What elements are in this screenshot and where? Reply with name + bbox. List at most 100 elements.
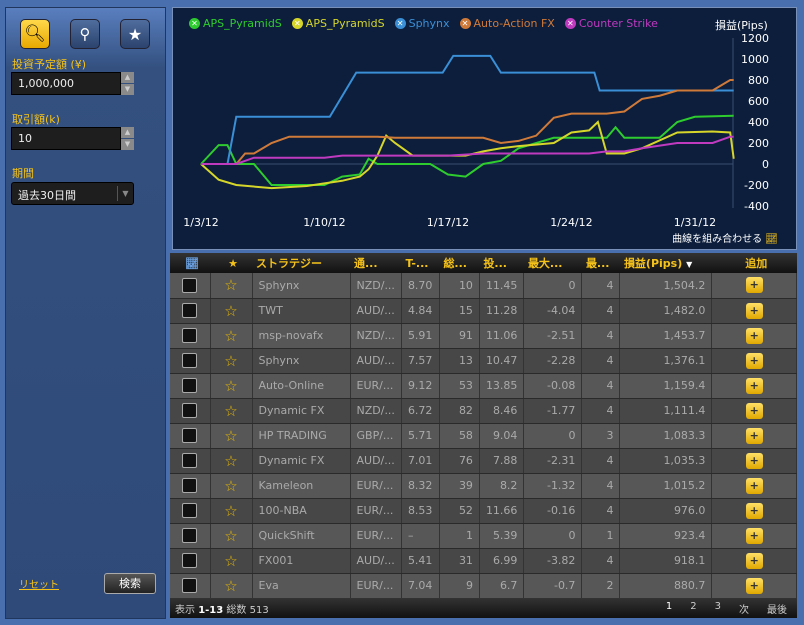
- row-checkbox[interactable]: [182, 328, 198, 343]
- col-t[interactable]: T-...: [401, 253, 440, 273]
- add-icon[interactable]: +: [745, 427, 763, 444]
- next-page[interactable]: 次: [739, 605, 749, 616]
- trade-stepper[interactable]: ▲ ▼: [121, 127, 134, 150]
- legend-item[interactable]: ✕ Counter Strike: [564, 17, 658, 30]
- col-add[interactable]: 追加: [711, 253, 797, 273]
- col-max[interactable]: 最大...: [523, 253, 582, 273]
- table-row[interactable]: ☆ Auto-Online EUR/... 9.12 53 13.85 -0.08 4 1,15…: [170, 373, 797, 399]
- last-page[interactable]: 最後: [767, 605, 787, 616]
- favorite-star-icon[interactable]: ☆: [210, 348, 253, 374]
- table-row[interactable]: ☆ Sphynx AUD/... 7.57 13 10.47 -2.28 4 1,376.1 +: [170, 348, 797, 374]
- add-icon[interactable]: +: [745, 352, 763, 369]
- search-tab-button[interactable]: 🔍︎: [20, 19, 50, 49]
- period-select[interactable]: 過去30日間 ▼: [11, 182, 134, 205]
- row-checkbox-cell[interactable]: [170, 348, 211, 374]
- favorite-star-icon[interactable]: ☆: [210, 523, 253, 549]
- row-checkbox[interactable]: [182, 403, 198, 418]
- row-checkbox[interactable]: [182, 503, 198, 518]
- add-cell[interactable]: +: [711, 423, 797, 449]
- invest-input[interactable]: 1,000,000: [11, 72, 121, 95]
- row-checkbox[interactable]: [182, 578, 198, 593]
- table-row[interactable]: ☆ Eva EUR/... 7.04 9 6.7 -0.7 2 880.7 +: [170, 573, 797, 599]
- favorites-button[interactable]: ★: [120, 19, 150, 49]
- add-icon[interactable]: +: [745, 502, 763, 519]
- add-cell[interactable]: +: [711, 323, 797, 349]
- invest-stepper[interactable]: ▲ ▼: [121, 72, 134, 95]
- legend-toggle-icon[interactable]: ✕: [394, 18, 406, 29]
- add-cell[interactable]: +: [711, 373, 797, 399]
- legend-item[interactable]: ✕ APS_PyramidS: [291, 17, 385, 30]
- row-checkbox-cell[interactable]: [170, 573, 211, 599]
- table-row[interactable]: ☆ TWT AUD/... 4.84 15 11.28 -4.04 4 1,482.0 +: [170, 298, 797, 324]
- table-row[interactable]: ☆ Dynamic FX AUD/... 7.01 76 7.88 -2.31 4 1,035.…: [170, 448, 797, 474]
- col-pips[interactable]: 損益(Pips) ▼: [619, 253, 712, 273]
- row-checkbox-cell[interactable]: [170, 423, 211, 449]
- add-icon[interactable]: +: [745, 327, 763, 344]
- row-checkbox-cell[interactable]: [170, 323, 211, 349]
- page-2[interactable]: 2: [690, 601, 697, 612]
- add-cell[interactable]: +: [711, 473, 797, 499]
- table-row[interactable]: ☆ FX001 AUD/... 5.41 31 6.99 -3.82 4 918.1 +: [170, 548, 797, 574]
- row-checkbox-cell[interactable]: [170, 448, 211, 474]
- row-checkbox-cell[interactable]: [170, 298, 211, 324]
- favorite-star-icon[interactable]: ☆: [210, 398, 253, 424]
- row-checkbox[interactable]: [182, 453, 198, 468]
- row-checkbox-cell[interactable]: [170, 523, 211, 549]
- favorite-star-icon[interactable]: ☆: [210, 273, 253, 299]
- row-checkbox[interactable]: [182, 303, 198, 318]
- row-checkbox[interactable]: [182, 553, 198, 568]
- add-icon[interactable]: +: [745, 577, 763, 594]
- add-cell[interactable]: +: [711, 348, 797, 374]
- add-cell[interactable]: +: [711, 548, 797, 574]
- add-cell[interactable]: +: [711, 573, 797, 599]
- col-currency[interactable]: 通...: [350, 253, 402, 273]
- add-icon[interactable]: +: [745, 552, 763, 569]
- add-icon[interactable]: +: [745, 452, 763, 469]
- favorite-star-icon[interactable]: ☆: [210, 323, 253, 349]
- add-icon[interactable]: +: [745, 402, 763, 419]
- reset-link[interactable]: リセット: [19, 580, 59, 591]
- legend-toggle-icon[interactable]: ✕: [291, 18, 303, 29]
- trade-input[interactable]: 10: [11, 127, 121, 150]
- legend-item[interactable]: ✕ APS_PyramidS: [189, 17, 282, 30]
- search-button[interactable]: 検索: [104, 573, 156, 594]
- row-checkbox[interactable]: [182, 478, 198, 493]
- legend-toggle-icon[interactable]: ✕: [189, 18, 200, 29]
- col-total[interactable]: 総...: [439, 253, 480, 273]
- chart-column-icon[interactable]: 📈︎: [170, 253, 210, 273]
- col-invest[interactable]: 投...: [479, 253, 524, 273]
- row-checkbox-cell[interactable]: [170, 548, 211, 574]
- favorite-star-icon[interactable]: ☆: [210, 498, 253, 524]
- row-checkbox-cell[interactable]: [170, 498, 211, 524]
- col-strategy[interactable]: ストラテジー: [252, 253, 350, 273]
- row-checkbox-cell[interactable]: [170, 373, 211, 399]
- add-icon[interactable]: +: [745, 377, 763, 394]
- favorite-star-icon[interactable]: ☆: [210, 298, 253, 324]
- legend-item[interactable]: ✕ Auto-Action FX: [459, 17, 555, 30]
- star-column-icon[interactable]: ★: [210, 253, 252, 273]
- table-row[interactable]: ☆ Sphynx NZD/... 8.70 10 11.45 0 4 1,504.2 +: [170, 273, 797, 299]
- table-row[interactable]: ☆ HP TRADING GBP/... 5.71 58 9.04 0 3 1,083.3 +: [170, 423, 797, 449]
- row-checkbox[interactable]: [182, 528, 198, 543]
- favorite-star-icon[interactable]: ☆: [210, 423, 253, 449]
- favorite-star-icon[interactable]: ☆: [210, 448, 253, 474]
- combine-curves-button[interactable]: 曲線を組み合わせる 📈︎: [672, 230, 778, 245]
- favorite-star-icon[interactable]: ☆: [210, 473, 253, 499]
- row-checkbox-cell[interactable]: [170, 273, 211, 299]
- favorite-star-icon[interactable]: ☆: [210, 548, 253, 574]
- add-icon[interactable]: +: [745, 302, 763, 319]
- legend-toggle-icon[interactable]: ✕: [564, 18, 576, 29]
- row-checkbox[interactable]: [182, 277, 198, 293]
- table-row[interactable]: ☆ 100-NBA EUR/... 8.53 52 11.66 -0.16 4 976.0 +: [170, 498, 797, 524]
- add-cell[interactable]: +: [711, 498, 797, 524]
- row-checkbox-cell[interactable]: [170, 473, 211, 499]
- row-checkbox[interactable]: [182, 378, 198, 393]
- advanced-search-button[interactable]: ⚲: [70, 19, 100, 49]
- add-icon[interactable]: +: [745, 477, 763, 494]
- legend-item[interactable]: ✕ Sphynx: [394, 17, 450, 30]
- add-cell[interactable]: +: [711, 448, 797, 474]
- favorite-star-icon[interactable]: ☆: [210, 573, 253, 599]
- add-cell[interactable]: +: [711, 298, 797, 324]
- table-row[interactable]: ☆ Dynamic FX NZD/... 6.72 82 8.46 -1.77 4 1,111.…: [170, 398, 797, 424]
- row-checkbox[interactable]: [182, 353, 198, 368]
